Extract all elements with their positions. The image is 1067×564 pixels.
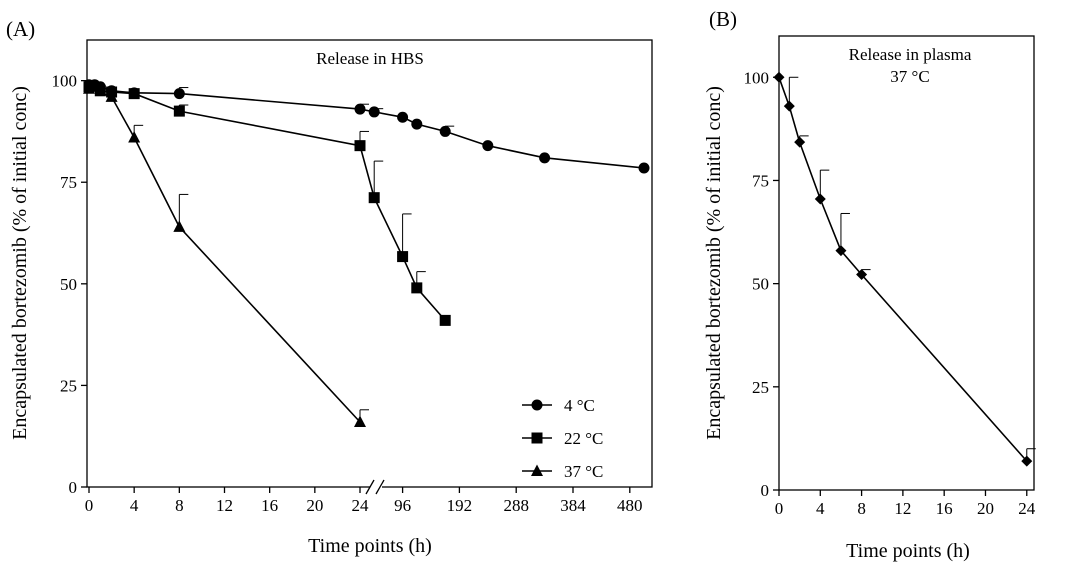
panel-a-x-tick-label: 8 — [175, 496, 184, 515]
panel-b-data-point — [1021, 455, 1033, 467]
legend-marker — [531, 464, 543, 476]
panel-b-data-point — [856, 269, 868, 281]
panel-b-y-tick-label: 75 — [752, 171, 769, 190]
panel-b-data-point — [794, 136, 806, 148]
panel-a-data-point — [638, 162, 650, 174]
panel-a-x-tick-label: 20 — [306, 496, 323, 515]
panel-b-x-tick-label: 16 — [936, 499, 953, 518]
panel-a-y-tick-label: 0 — [69, 478, 78, 497]
legend-marker — [531, 432, 543, 444]
panel-b-annotation-line-2: 37 °C — [890, 67, 929, 86]
panel-a-annotation: Release in HBS — [316, 49, 424, 68]
panel-a-series-line — [88, 85, 446, 321]
panel-b-y-tick-label: 50 — [752, 275, 769, 294]
panel-a-x-tick-label: 288 — [503, 496, 529, 515]
panel-a-data-point — [439, 314, 451, 326]
panel-b-x-tick-label: 20 — [977, 499, 994, 518]
panel-a-data-point — [128, 131, 141, 143]
legend-label: 37 °C — [564, 462, 603, 481]
panel-a-data-point — [411, 118, 423, 130]
panel-b-plot-area — [778, 35, 1035, 491]
panel-b-y-tick-label: 0 — [761, 481, 770, 500]
panel-a-y-tick-label: 100 — [52, 72, 78, 91]
panel-b-x-tick-label: 24 — [1018, 499, 1036, 518]
panel-a-data-point — [354, 103, 366, 115]
panel-b-x-tick-label: 0 — [775, 499, 784, 518]
panel-a-y-tick-label: 50 — [60, 275, 77, 294]
panel-b-x-tick-label: 12 — [894, 499, 911, 518]
panel-a-data-point — [105, 90, 118, 102]
panel-a-x-tick-label: 24 — [352, 496, 370, 515]
panel-b-data-point — [835, 245, 847, 257]
panel-a: (A) Release in HBS Time points (h) Encap… — [6, 17, 653, 557]
panel-a-data-point — [354, 415, 366, 427]
panel-a-x-tick-label: 96 — [394, 496, 411, 515]
panel-b-x-axis-label: Time points (h) — [846, 540, 970, 562]
panel-a-x-tick-label: 16 — [261, 496, 278, 515]
panel-b-data-point — [783, 100, 795, 112]
panel-a-axis-break — [365, 478, 385, 495]
panel-a-y-tick-label: 25 — [60, 376, 77, 395]
panel-a-data-point — [128, 88, 140, 100]
panel-b-data-point — [814, 193, 826, 205]
panel-a-data-point — [539, 152, 551, 164]
panel-a-y-axis-label: Encapsulated bortezomib (% of initial co… — [9, 86, 31, 440]
panel-a-x-tick-label: 384 — [560, 496, 586, 515]
panel-b-y-tick-label: 100 — [744, 68, 770, 87]
legend-label: 4 °C — [564, 396, 595, 415]
panel-b-series-line — [778, 77, 1028, 462]
panel-a-data-point — [368, 106, 380, 118]
panel-a-x-tick-label: 192 — [447, 496, 473, 515]
panel-a-data-point — [368, 192, 380, 204]
panel-a-data-point — [94, 85, 106, 97]
panel-a-data-point — [439, 125, 451, 137]
panel-b-x-tick-label: 4 — [816, 499, 825, 518]
panel-a-data-point — [173, 88, 185, 100]
panel-a-x-tick-label: 480 — [617, 496, 643, 515]
panel-a-label: (A) — [6, 17, 35, 41]
panel-a-x-tick-label: 0 — [85, 496, 94, 515]
panel-b-y-axis-label: Encapsulated bortezomib (% of initial co… — [703, 86, 725, 440]
panel-b-annotation-line-1: Release in plasma — [849, 45, 972, 64]
legend-label: 22 °C — [564, 429, 603, 448]
panel-b-label: (B) — [709, 7, 737, 31]
panel-a-data-point — [173, 105, 185, 117]
panel-a-x-axis-label: Time points (h) — [308, 535, 432, 557]
panel-a-data-point — [354, 140, 366, 152]
panel-a-series-line — [89, 83, 645, 169]
panel-a-x-tick-label: 12 — [216, 496, 233, 515]
panel-a-plot-area — [86, 39, 653, 488]
panel-a-data-point — [173, 220, 186, 232]
panel-a-data-point — [83, 82, 95, 94]
panel-b-y-tick-label: 25 — [752, 378, 769, 397]
panel-a-legend: 4 °C 22 °C 37 °C — [522, 396, 603, 481]
panel-b-data-point — [773, 71, 785, 83]
panel-b: (B) Release in plasma 37 °C Time points … — [703, 7, 1036, 562]
panel-a-data-point — [482, 140, 494, 152]
panel-b-x-tick-label: 8 — [857, 499, 866, 518]
panel-a-data-point — [397, 251, 409, 263]
panel-a-data-point — [411, 282, 423, 294]
panel-a-series-line — [88, 88, 361, 423]
panel-a-x-tick-label: 4 — [130, 496, 139, 515]
panel-a-y-tick-label: 75 — [60, 173, 77, 192]
panel-a-data-point — [397, 111, 409, 123]
legend-marker — [531, 399, 543, 411]
